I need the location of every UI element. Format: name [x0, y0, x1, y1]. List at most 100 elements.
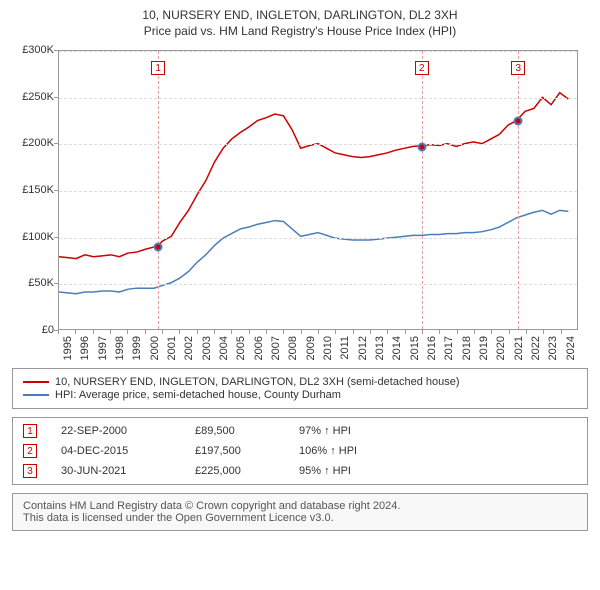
- event-price: £225,000: [195, 465, 275, 477]
- footer-line1: Contains HM Land Registry data © Crown c…: [23, 500, 577, 512]
- footer-box: Contains HM Land Registry data © Crown c…: [12, 493, 588, 531]
- x-tick-label: 2007: [270, 336, 282, 366]
- y-tick-label: £100K: [12, 231, 54, 243]
- x-tick: [110, 330, 111, 334]
- x-tick: [457, 330, 458, 334]
- y-tick: [54, 97, 58, 98]
- event-row: 330-JUN-2021£225,00095% ↑ HPI: [23, 464, 577, 478]
- x-tick-label: 2019: [478, 336, 490, 366]
- gridline-h: [59, 238, 577, 239]
- x-tick-label: 2006: [253, 336, 265, 366]
- y-tick: [54, 50, 58, 51]
- gridline-h: [59, 191, 577, 192]
- event-hpi: 106% ↑ HPI: [299, 445, 357, 457]
- event-row: 1 22-SEP-2000 £89,500 97% ↑ HPI: [23, 424, 577, 438]
- x-tick-label: 2003: [201, 336, 213, 366]
- y-tick-label: £200K: [12, 137, 54, 149]
- gridline-h: [59, 51, 577, 52]
- event-date: 30-JUN-2021: [61, 465, 171, 477]
- data-marker: [154, 243, 163, 252]
- reference-label: 3: [511, 61, 525, 75]
- x-tick: [387, 330, 388, 334]
- x-tick-label: 2016: [426, 336, 438, 366]
- gridline-h: [59, 144, 577, 145]
- x-tick: [370, 330, 371, 334]
- legend-label: 10, NURSERY END, INGLETON, DARLINGTON, D…: [55, 376, 460, 388]
- x-tick-label: 2021: [513, 336, 525, 366]
- x-tick-label: 2017: [443, 336, 455, 366]
- reference-line: [518, 51, 519, 329]
- x-tick: [283, 330, 284, 334]
- x-tick: [214, 330, 215, 334]
- x-tick: [543, 330, 544, 334]
- x-tick: [353, 330, 354, 334]
- x-tick: [439, 330, 440, 334]
- x-tick: [179, 330, 180, 334]
- x-tick-label: 1998: [114, 336, 126, 366]
- y-tick: [54, 190, 58, 191]
- event-tag: 2: [23, 444, 37, 458]
- x-tick-label: 2023: [547, 336, 559, 366]
- y-tick-label: £250K: [12, 91, 54, 103]
- x-tick: [526, 330, 527, 334]
- y-tick: [54, 283, 58, 284]
- x-tick: [266, 330, 267, 334]
- x-tick: [75, 330, 76, 334]
- x-tick-label: 2013: [374, 336, 386, 366]
- x-tick: [58, 330, 59, 334]
- x-tick-label: 2008: [287, 336, 299, 366]
- chart-title-line2: Price paid vs. HM Land Registry's House …: [12, 24, 588, 38]
- chart-title-line1: 10, NURSERY END, INGLETON, DARLINGTON, D…: [12, 8, 588, 22]
- x-tick: [162, 330, 163, 334]
- legend-row: 10, NURSERY END, INGLETON, DARLINGTON, D…: [23, 376, 577, 388]
- chart-area: 123 £0£50K£100K£150K£200K£250K£300K19951…: [12, 44, 588, 364]
- x-tick: [405, 330, 406, 334]
- x-tick: [422, 330, 423, 334]
- x-tick-label: 2000: [149, 336, 161, 366]
- x-tick-label: 1999: [131, 336, 143, 366]
- x-tick-label: 2014: [391, 336, 403, 366]
- reference-line: [422, 51, 423, 329]
- gridline-h: [59, 98, 577, 99]
- event-price: £197,500: [195, 445, 275, 457]
- reference-label: 2: [415, 61, 429, 75]
- x-tick: [231, 330, 232, 334]
- reference-label: 1: [151, 61, 165, 75]
- y-tick-label: £50K: [12, 277, 54, 289]
- gridline-h: [59, 284, 577, 285]
- chart-svg: [59, 51, 577, 329]
- event-price: £89,500: [195, 425, 275, 437]
- y-tick: [54, 143, 58, 144]
- event-tag: 1: [23, 424, 37, 438]
- y-tick: [54, 237, 58, 238]
- legend-row: HPI: Average price, semi-detached house,…: [23, 389, 577, 401]
- event-hpi: 97% ↑ HPI: [299, 425, 351, 437]
- event-date: 22-SEP-2000: [61, 425, 171, 437]
- x-tick: [474, 330, 475, 334]
- event-row: 2 04-DEC-2015 £197,500 106% ↑ HPI: [23, 444, 577, 458]
- legend-box: 10, NURSERY END, INGLETON, DARLINGTON, D…: [12, 368, 588, 409]
- x-tick: [249, 330, 250, 334]
- x-tick: [127, 330, 128, 334]
- plot-region: 1 2 3: [58, 50, 578, 330]
- x-tick: [145, 330, 146, 334]
- event-date: 04-DEC-2015: [61, 445, 171, 457]
- x-tick: [335, 330, 336, 334]
- x-tick-label: 2010: [322, 336, 334, 366]
- x-tick: [561, 330, 562, 334]
- events-box: 1 22-SEP-2000 £89,500 97% ↑ HPI 2 04-DEC-2015…: [12, 417, 588, 485]
- x-tick: [197, 330, 198, 334]
- x-tick-label: 2015: [409, 336, 421, 366]
- footer-line2: This data is licensed under the Open Gov…: [23, 512, 577, 524]
- x-tick-label: 2011: [339, 336, 351, 366]
- x-tick-label: 2005: [235, 336, 247, 366]
- x-tick-label: 2020: [495, 336, 507, 366]
- y-tick-label: £150K: [12, 184, 54, 196]
- data-marker: [514, 117, 523, 126]
- x-tick-label: 2002: [183, 336, 195, 366]
- legend-swatch: [23, 381, 49, 383]
- x-tick: [491, 330, 492, 334]
- x-tick: [93, 330, 94, 334]
- x-tick: [318, 330, 319, 334]
- x-tick-label: 1997: [97, 336, 109, 366]
